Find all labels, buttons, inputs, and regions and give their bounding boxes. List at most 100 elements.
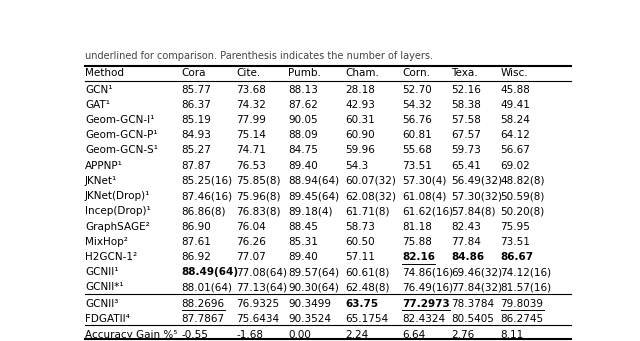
Text: 77.07: 77.07: [236, 252, 266, 262]
Text: 48.82(8): 48.82(8): [500, 176, 545, 186]
Text: 52.16: 52.16: [451, 85, 481, 94]
Text: 60.07(32): 60.07(32): [346, 176, 396, 186]
Text: 81.57(16): 81.57(16): [500, 282, 552, 293]
Text: 88.13: 88.13: [288, 85, 318, 94]
Text: 62.08(32): 62.08(32): [346, 191, 396, 201]
Text: 90.3524: 90.3524: [288, 314, 332, 324]
Text: 59.73: 59.73: [451, 145, 481, 155]
Text: 81.18: 81.18: [403, 222, 432, 232]
Text: GCNII¹: GCNII¹: [85, 267, 118, 277]
Text: JKNet(Drop)¹: JKNet(Drop)¹: [85, 191, 150, 201]
Text: 82.16: 82.16: [403, 252, 435, 262]
Text: 87.87: 87.87: [182, 161, 212, 170]
Text: 2.76: 2.76: [451, 330, 474, 340]
Text: 58.24: 58.24: [500, 115, 531, 125]
Text: 42.93: 42.93: [346, 100, 375, 110]
Text: 69.02: 69.02: [500, 161, 531, 170]
Text: Texa.: Texa.: [451, 68, 477, 78]
Text: 86.37: 86.37: [182, 100, 212, 110]
Text: 45.88: 45.88: [500, 85, 531, 94]
Text: 73.68: 73.68: [236, 85, 266, 94]
Text: 85.19: 85.19: [182, 115, 212, 125]
Text: 77.13(64): 77.13(64): [236, 282, 287, 293]
Text: 61.62(16): 61.62(16): [403, 206, 454, 216]
Text: 77.08(64): 77.08(64): [236, 267, 287, 277]
Text: 50.20(8): 50.20(8): [500, 206, 545, 216]
Text: 57.58: 57.58: [451, 115, 481, 125]
Text: 60.81: 60.81: [403, 130, 432, 140]
Text: 73.51: 73.51: [500, 237, 531, 247]
Text: 75.6434: 75.6434: [236, 314, 280, 324]
Text: 76.49(16): 76.49(16): [403, 282, 454, 293]
Text: 56.76: 56.76: [403, 115, 432, 125]
Text: 84.93: 84.93: [182, 130, 212, 140]
Text: 80.5405: 80.5405: [451, 314, 494, 324]
Text: 87.61: 87.61: [182, 237, 212, 247]
Text: Geom-GCN-P¹: Geom-GCN-P¹: [85, 130, 157, 140]
Text: 89.18(4): 89.18(4): [288, 206, 333, 216]
Text: 84.86: 84.86: [451, 252, 484, 262]
Text: 62.48(8): 62.48(8): [346, 282, 390, 293]
Text: 0.00: 0.00: [288, 330, 311, 340]
Text: Method: Method: [85, 68, 124, 78]
Text: 88.01(64): 88.01(64): [182, 282, 233, 293]
Text: FDGATII⁴: FDGATII⁴: [85, 314, 130, 324]
Text: 89.40: 89.40: [288, 161, 318, 170]
Text: 88.09: 88.09: [288, 130, 318, 140]
Text: 69.46(32): 69.46(32): [451, 267, 502, 277]
Text: 61.08(4): 61.08(4): [403, 191, 447, 201]
Text: GCNII*¹: GCNII*¹: [85, 282, 124, 293]
Text: Corn.: Corn.: [403, 68, 431, 78]
Text: 60.31: 60.31: [346, 115, 375, 125]
Text: 86.92: 86.92: [182, 252, 212, 262]
Text: 63.75: 63.75: [346, 299, 378, 309]
Text: 75.14: 75.14: [236, 130, 266, 140]
Text: 82.43: 82.43: [451, 222, 481, 232]
Text: 60.61(8): 60.61(8): [346, 267, 390, 277]
Text: underlined for comparison. Parenthesis indicates the number of layers.: underlined for comparison. Parenthesis i…: [85, 51, 433, 61]
Text: 60.50: 60.50: [346, 237, 375, 247]
Text: 85.77: 85.77: [182, 85, 212, 94]
Text: 57.11: 57.11: [346, 252, 375, 262]
Text: 58.38: 58.38: [451, 100, 481, 110]
Text: Accuracy Gain %⁵: Accuracy Gain %⁵: [85, 330, 177, 340]
Text: 6.64: 6.64: [403, 330, 426, 340]
Text: 87.46(16): 87.46(16): [182, 191, 233, 201]
Text: 74.71: 74.71: [236, 145, 266, 155]
Text: 74.32: 74.32: [236, 100, 266, 110]
Text: 76.26: 76.26: [236, 237, 266, 247]
Text: 86.2745: 86.2745: [500, 314, 544, 324]
Text: 77.84(32): 77.84(32): [451, 282, 502, 293]
Text: 58.73: 58.73: [346, 222, 375, 232]
Text: 65.1754: 65.1754: [346, 314, 388, 324]
Text: 56.67: 56.67: [500, 145, 531, 155]
Text: 90.30(64): 90.30(64): [288, 282, 339, 293]
Text: 76.9325: 76.9325: [236, 299, 280, 309]
Text: 54.32: 54.32: [403, 100, 432, 110]
Text: 76.04: 76.04: [236, 222, 266, 232]
Text: 65.41: 65.41: [451, 161, 481, 170]
Text: 77.99: 77.99: [236, 115, 266, 125]
Text: 64.12: 64.12: [500, 130, 531, 140]
Text: 57.84(8): 57.84(8): [451, 206, 495, 216]
Text: JKNet¹: JKNet¹: [85, 176, 117, 186]
Text: 57.30(32): 57.30(32): [451, 191, 502, 201]
Text: 74.86(16): 74.86(16): [403, 267, 454, 277]
Text: 89.45(64): 89.45(64): [288, 191, 339, 201]
Text: 77.84: 77.84: [451, 237, 481, 247]
Text: 8.11: 8.11: [500, 330, 524, 340]
Text: Incep(Drop)¹: Incep(Drop)¹: [85, 206, 150, 216]
Text: 49.41: 49.41: [500, 100, 531, 110]
Text: GraphSAGE²: GraphSAGE²: [85, 222, 150, 232]
Text: 87.62: 87.62: [288, 100, 318, 110]
Text: 85.25(16): 85.25(16): [182, 176, 233, 186]
Text: 86.67: 86.67: [500, 252, 534, 262]
Text: 89.57(64): 89.57(64): [288, 267, 339, 277]
Text: Pumb.: Pumb.: [288, 68, 321, 78]
Text: 77.2973: 77.2973: [403, 299, 450, 309]
Text: Cite.: Cite.: [236, 68, 260, 78]
Text: 75.88: 75.88: [403, 237, 432, 247]
Text: 28.18: 28.18: [346, 85, 375, 94]
Text: 88.2696: 88.2696: [182, 299, 225, 309]
Text: 78.3784: 78.3784: [451, 299, 494, 309]
